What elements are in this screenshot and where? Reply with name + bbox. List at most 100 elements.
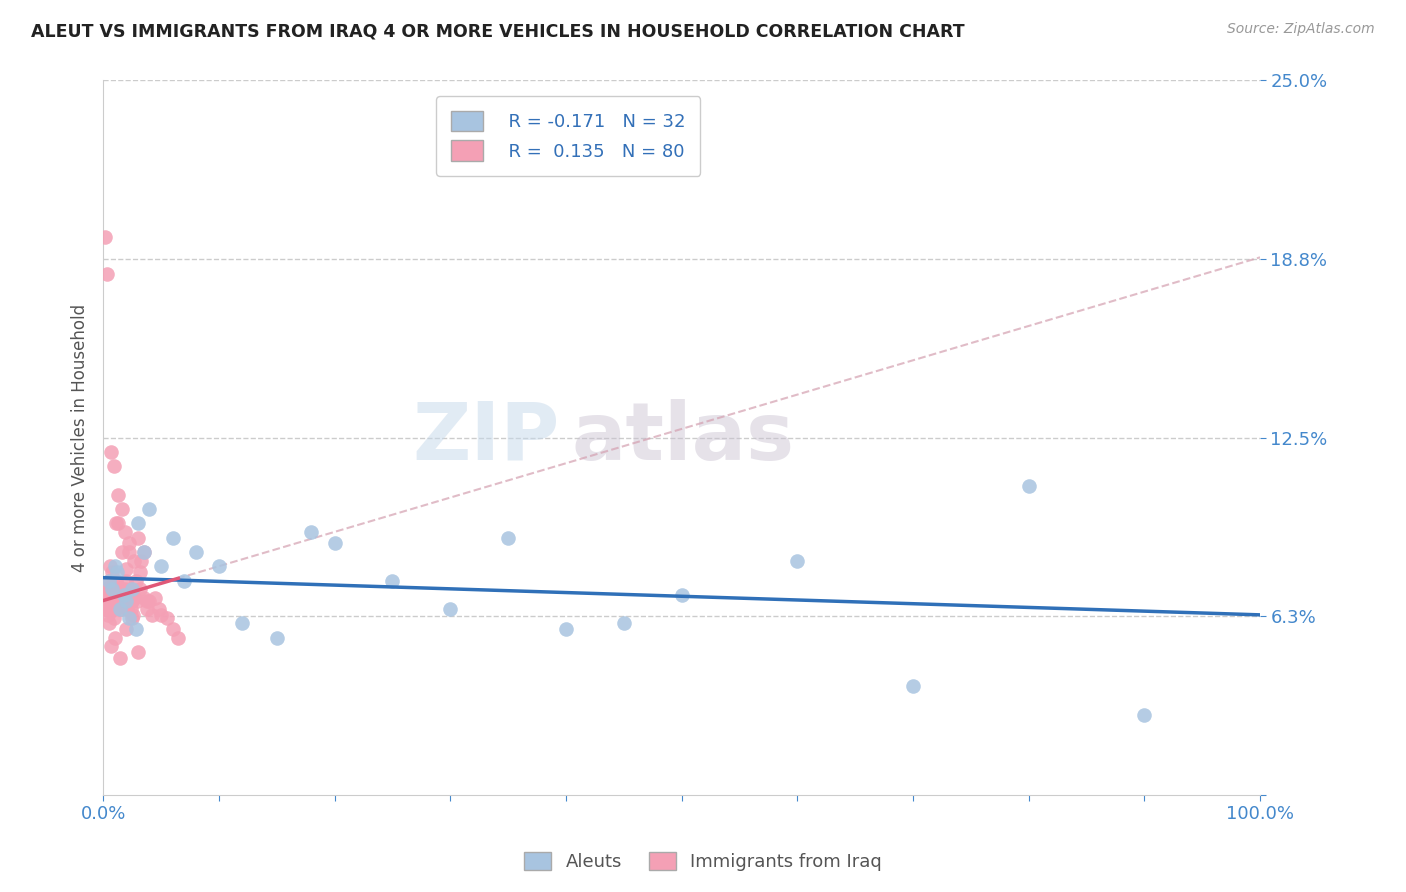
Point <box>121 582 143 596</box>
Point <box>127 645 149 659</box>
Point <box>124 574 146 588</box>
Point <box>124 591 146 605</box>
Point <box>266 631 288 645</box>
Point <box>129 565 152 579</box>
Point <box>112 591 135 605</box>
Point <box>208 559 231 574</box>
Point <box>115 593 138 607</box>
Point <box>104 631 127 645</box>
Point <box>496 531 519 545</box>
Point <box>162 622 184 636</box>
Point <box>105 593 128 607</box>
Point <box>138 593 160 607</box>
Point <box>173 574 195 588</box>
Point <box>118 582 141 596</box>
Point <box>94 602 117 616</box>
Point <box>98 559 121 574</box>
Point <box>129 582 152 596</box>
Point <box>127 531 149 545</box>
Point <box>110 602 132 616</box>
Point <box>124 553 146 567</box>
Point <box>110 593 132 607</box>
Point <box>786 553 808 567</box>
Point <box>112 593 135 607</box>
Point <box>299 524 322 539</box>
Point <box>121 611 143 625</box>
Point <box>136 602 159 616</box>
Point <box>104 516 127 531</box>
Point <box>184 545 207 559</box>
Point <box>671 588 693 602</box>
Point <box>94 582 117 596</box>
Point <box>104 582 127 596</box>
Point <box>554 622 576 636</box>
Text: ZIP: ZIP <box>413 399 560 476</box>
Point <box>107 516 129 531</box>
Point <box>101 588 124 602</box>
Point <box>117 602 139 616</box>
Point <box>97 602 120 616</box>
Text: Source: ZipAtlas.com: Source: ZipAtlas.com <box>1227 22 1375 37</box>
Point <box>131 553 153 567</box>
Point <box>103 611 125 625</box>
Point <box>381 574 404 588</box>
Text: ALEUT VS IMMIGRANTS FROM IRAQ 4 OR MORE VEHICLES IN HOUSEHOLD CORRELATION CHART: ALEUT VS IMMIGRANTS FROM IRAQ 4 OR MORE … <box>31 22 965 40</box>
Y-axis label: 4 or more Vehicles in Household: 4 or more Vehicles in Household <box>72 303 89 572</box>
Point <box>100 445 122 459</box>
Point <box>136 593 159 607</box>
Point <box>148 602 170 616</box>
Point <box>127 516 149 531</box>
Point <box>141 607 163 622</box>
Point <box>94 230 117 244</box>
Point <box>1133 708 1156 723</box>
Point <box>117 536 139 550</box>
Point <box>115 574 138 588</box>
Point <box>149 607 172 622</box>
Legend:   R = -0.171   N = 32,   R =  0.135   N = 80: R = -0.171 N = 32, R = 0.135 N = 80 <box>436 96 700 176</box>
Point <box>101 565 124 579</box>
Point <box>104 559 127 574</box>
Text: atlas: atlas <box>572 399 794 476</box>
Point <box>97 574 120 588</box>
Legend: Aleuts, Immigrants from Iraq: Aleuts, Immigrants from Iraq <box>516 845 890 879</box>
Point <box>96 588 118 602</box>
Point <box>107 488 129 502</box>
Point <box>613 616 636 631</box>
Point <box>104 574 127 588</box>
Point <box>110 650 132 665</box>
Point <box>96 268 118 282</box>
Point <box>125 593 148 607</box>
Point <box>132 545 155 559</box>
Point <box>97 574 120 588</box>
Point <box>110 582 132 596</box>
Point <box>115 622 138 636</box>
Point <box>901 679 924 693</box>
Point <box>100 602 122 616</box>
Point <box>124 622 146 636</box>
Point <box>100 579 122 593</box>
Point <box>98 593 121 607</box>
Point <box>120 602 142 616</box>
Point <box>138 502 160 516</box>
Point <box>101 582 124 596</box>
Point <box>111 502 134 516</box>
Point <box>97 616 120 631</box>
Point <box>104 602 127 616</box>
Point <box>132 545 155 559</box>
Point <box>103 459 125 474</box>
Point <box>93 593 115 607</box>
Point <box>111 545 134 559</box>
Point <box>323 536 346 550</box>
Point <box>114 582 136 596</box>
Point <box>97 607 120 622</box>
Point <box>143 591 166 605</box>
Point <box>132 591 155 605</box>
Point <box>96 599 118 614</box>
Point <box>117 591 139 605</box>
Point <box>162 531 184 545</box>
Point <box>112 588 135 602</box>
Point <box>97 591 120 605</box>
Point <box>105 585 128 599</box>
Point <box>1018 479 1040 493</box>
Point <box>108 588 131 602</box>
